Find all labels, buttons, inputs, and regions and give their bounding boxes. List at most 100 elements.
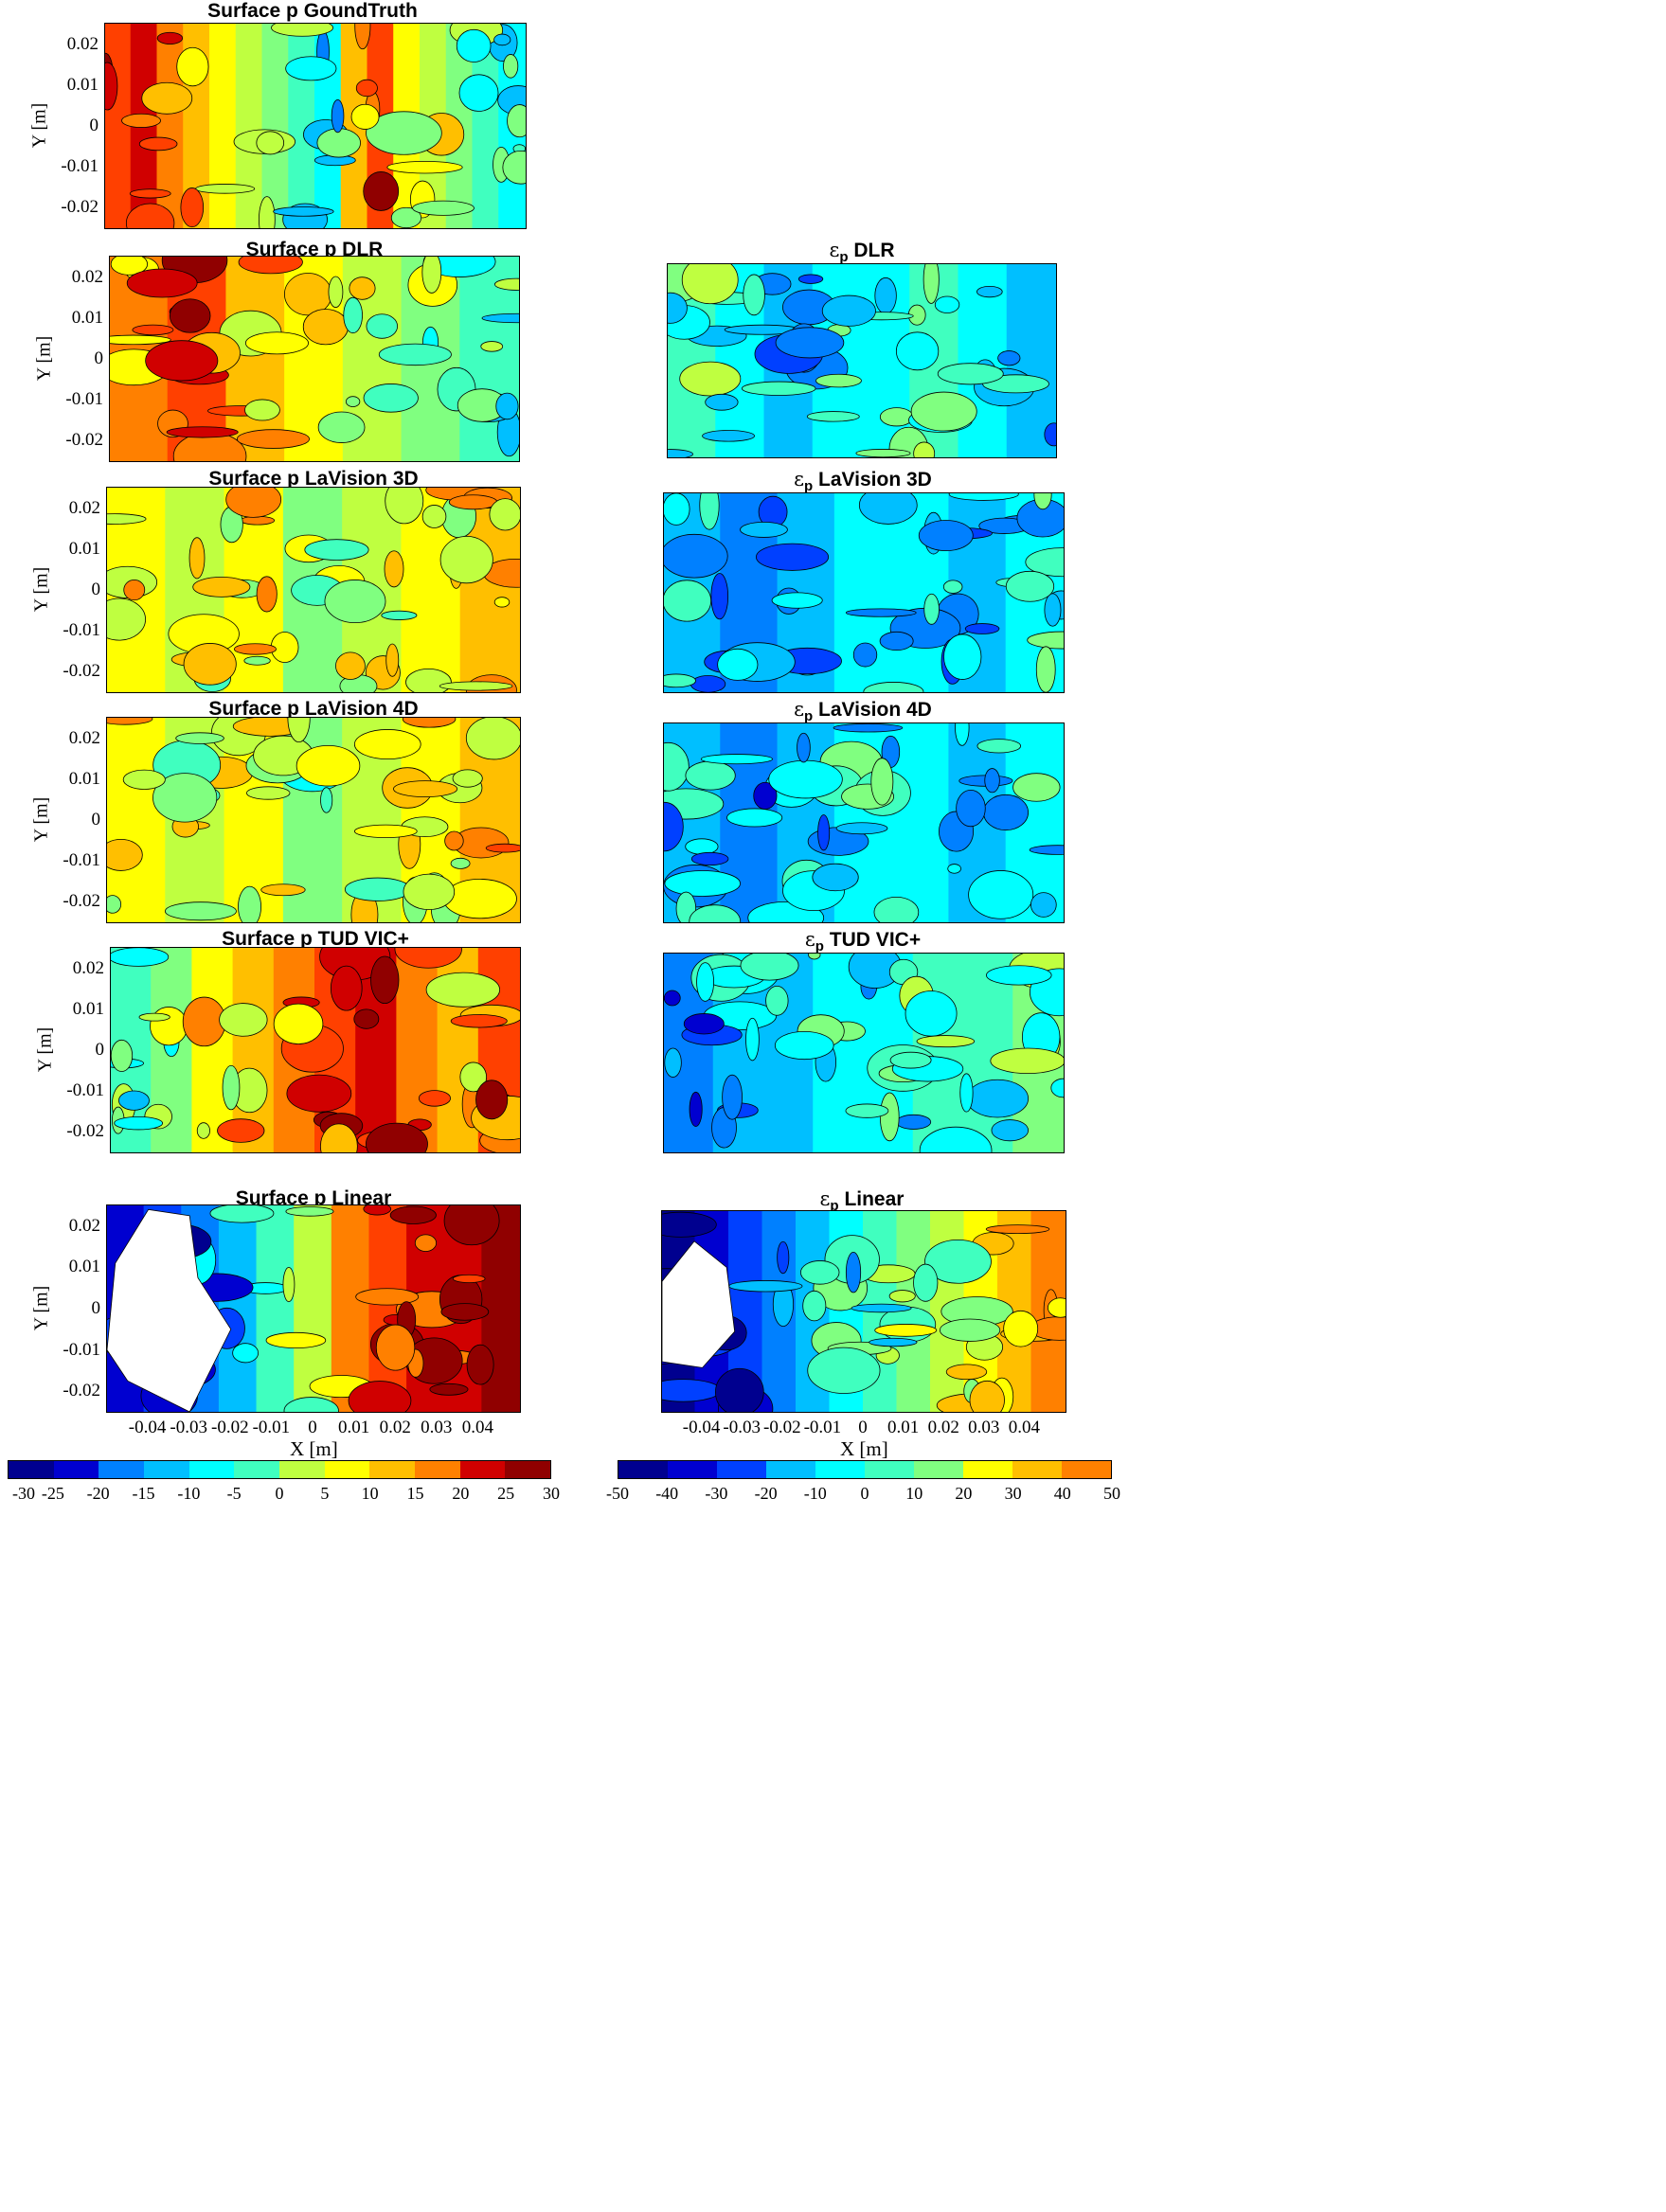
contour-region — [662, 1211, 717, 1238]
contour-region — [353, 1008, 380, 1029]
contour-region — [166, 426, 239, 438]
y-tick-label: -0.02 — [61, 197, 99, 218]
contour-region — [797, 274, 824, 284]
contour-region — [381, 610, 418, 620]
y-tick-label: 0 — [91, 810, 101, 830]
contour-region — [450, 1014, 508, 1028]
contour-region — [107, 513, 147, 525]
contour-region — [664, 580, 712, 622]
contour-region — [689, 1091, 703, 1128]
contour-region — [1005, 570, 1055, 602]
contour-region — [664, 990, 681, 1007]
colorbar-segment — [914, 1461, 963, 1478]
contour-region — [273, 1003, 324, 1044]
contour-region — [304, 539, 369, 561]
contour-region — [150, 1007, 188, 1046]
contour-region — [685, 838, 719, 855]
contour-region — [176, 46, 209, 87]
contour-region — [480, 341, 504, 352]
x-tick-label: 0.01 — [887, 1418, 920, 1437]
contour-region — [256, 131, 285, 155]
contour-region — [355, 79, 378, 98]
colorbar-segment — [618, 1461, 668, 1478]
contour-region — [507, 104, 526, 138]
y-axis-label: Y [m] — [34, 1026, 56, 1073]
contour-field — [105, 24, 526, 228]
y-tick-label: -0.02 — [63, 891, 100, 912]
contour-region — [238, 885, 261, 922]
panel-title-text: DLR — [853, 240, 895, 261]
contour-region — [421, 257, 442, 294]
contour-region — [503, 54, 519, 79]
contour-region — [664, 673, 696, 688]
x-tick-label: -0.02 — [763, 1418, 801, 1437]
colorbar-tick-label: 0 — [860, 1484, 869, 1503]
epsilon-symbol: ε — [794, 698, 805, 721]
contour-region — [138, 1012, 170, 1022]
contour-region — [664, 870, 741, 897]
contour-region — [118, 1090, 150, 1111]
contour-region — [802, 1290, 827, 1322]
panel-title: Surface p TUD VIC+ — [222, 928, 409, 950]
epsilon-symbol: ε — [794, 468, 805, 491]
contour-region — [690, 851, 729, 866]
y-axis-label: Y [m] — [30, 1285, 52, 1331]
panel-title-text: TUD VIC+ — [829, 929, 922, 951]
contour-region — [889, 1051, 932, 1069]
contour-region — [705, 393, 739, 411]
contour-region — [1030, 892, 1057, 918]
contour-region — [107, 895, 122, 914]
contour-region — [799, 1260, 840, 1285]
colorbar-segment — [415, 1461, 460, 1478]
contour-region — [984, 768, 1000, 794]
contour-region — [717, 648, 759, 681]
epsilon-symbol: ε — [819, 1187, 831, 1210]
contour-region — [807, 1347, 881, 1394]
contour-region — [196, 1122, 210, 1139]
contour-band — [107, 718, 168, 922]
contour-region — [845, 1251, 862, 1293]
contour-region — [833, 723, 904, 733]
contour-region — [845, 1103, 889, 1118]
contour-region — [421, 505, 447, 528]
contour-region — [874, 276, 897, 314]
contour-region — [821, 294, 876, 327]
y-tick-label: 0.01 — [68, 1257, 100, 1277]
contour-region — [964, 623, 1000, 634]
contour-region — [874, 1324, 938, 1337]
contour-region — [156, 31, 184, 45]
colorbar-tick-label: -20 — [754, 1484, 778, 1503]
x-tick-label: 0.01 — [337, 1418, 370, 1437]
plot-area — [663, 953, 1065, 1153]
contour-region — [495, 392, 519, 420]
contour-region — [966, 1079, 1030, 1118]
y-tick-label: 0.01 — [71, 307, 103, 328]
colorbar-segment — [505, 1461, 551, 1478]
colorbar-tick-label: 25 — [497, 1484, 515, 1503]
contour-region — [934, 295, 960, 313]
contour-region — [385, 488, 424, 525]
contour-region — [765, 986, 789, 1016]
contour-region — [418, 1090, 452, 1107]
y-tick-label: 0.02 — [68, 727, 100, 748]
colorbar-segment — [815, 1461, 865, 1478]
contour-region — [740, 954, 799, 981]
contour-region — [937, 363, 1004, 385]
colorbar-tick-label: -20 — [86, 1484, 110, 1503]
contour-region — [456, 28, 492, 62]
contour-region — [317, 411, 366, 443]
contour-region — [918, 520, 974, 552]
panel-title: Surface p LaVision 4D — [208, 698, 419, 720]
contour-region — [354, 24, 371, 50]
contour-region — [182, 996, 226, 1047]
contour-region — [121, 113, 161, 128]
colorbar-pressure — [8, 1460, 551, 1479]
plot-area — [663, 722, 1065, 923]
colorbar-segment — [668, 1461, 717, 1478]
x-tick-label: 0.04 — [461, 1418, 494, 1437]
contour-region — [366, 1122, 428, 1152]
contour-band — [256, 1205, 296, 1412]
colorbar-segment — [717, 1461, 766, 1478]
contour-region — [777, 1240, 790, 1275]
contour-region — [232, 1343, 260, 1364]
